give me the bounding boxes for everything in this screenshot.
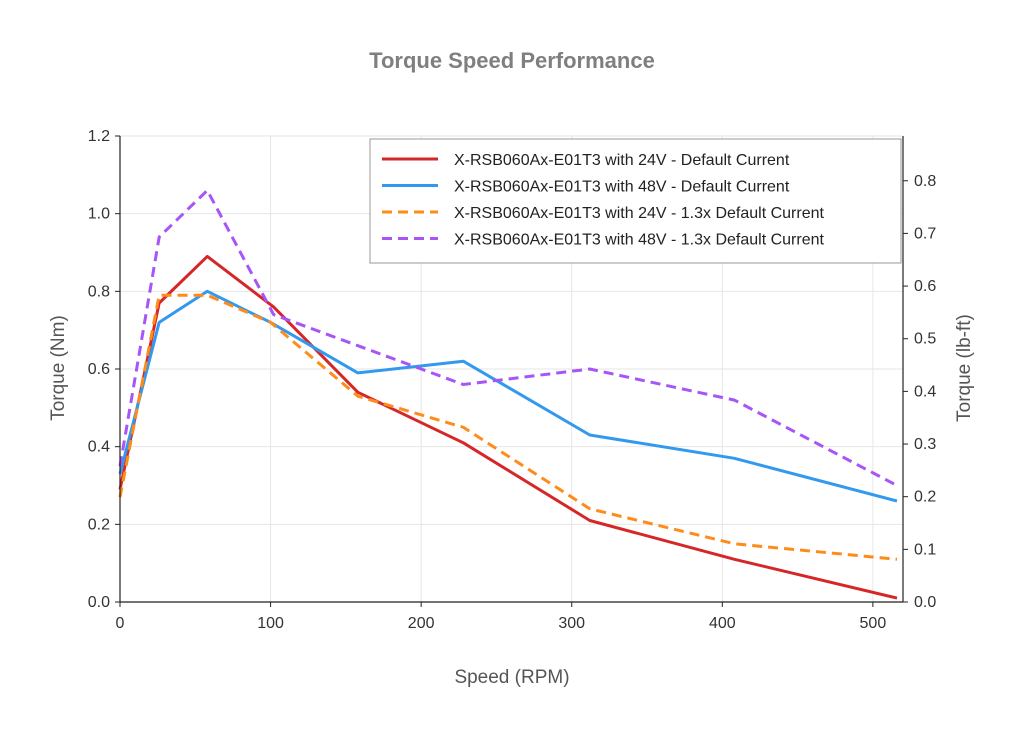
axes: 0 100 200 300 400 500 0.0 0.2 0.4 0.6 0.8 1.0 1.2 0.0… — [88, 128, 937, 632]
y-tick-label-right: 0.3 — [914, 436, 936, 453]
y-tick-label-left: 1.0 — [88, 206, 110, 223]
x-tick-label: 100 — [257, 615, 284, 632]
y-tick-label-left: 0.8 — [88, 283, 110, 300]
y-tick-label-left: 1.2 — [88, 128, 110, 145]
y-axis-label-right: Torque (lb-ft) — [954, 314, 975, 422]
y-tick-label-right: 0.1 — [914, 541, 936, 558]
series-line-1 — [118, 254, 898, 600]
x-tick-label: 200 — [408, 615, 435, 632]
y-tick-label-left: 0.6 — [88, 361, 110, 378]
y-tick-label-right: 0.5 — [914, 331, 936, 348]
x-tick-label: 0 — [116, 615, 125, 632]
y-tick-label-left: 0.4 — [88, 439, 110, 456]
series-line-3 — [118, 293, 898, 561]
legend-label-3: X-RSB060Ax-E01T3 with 24V - 1.3x Default… — [454, 205, 825, 222]
y-tick-label-right: 0.2 — [914, 489, 936, 506]
y-tick-label-left: 0.2 — [88, 516, 110, 533]
y-tick-label-right: 0.4 — [914, 383, 936, 400]
legend-box — [369, 138, 902, 264]
x-tick-label: 400 — [709, 615, 736, 632]
legend-label-1: X-RSB060Ax-E01T3 with 24V - Default Curr… — [454, 152, 790, 169]
y-tick-label-right: 0.0 — [914, 594, 936, 611]
legend-label-4: X-RSB060Ax-E01T3 with 48V - 1.3x Default… — [454, 232, 825, 249]
x-tick-label: 500 — [860, 615, 887, 632]
series-line-4 — [118, 188, 898, 487]
y-tick-label-left: 0.0 — [88, 594, 110, 611]
x-tick-label: 300 — [558, 615, 585, 632]
x-axis-label: Speed (RPM) — [454, 667, 569, 688]
y-tick-label-right: 0.8 — [914, 173, 936, 190]
y-tick-label-right: 0.7 — [914, 225, 936, 242]
chart-title: Torque Speed Performance — [369, 48, 655, 73]
series-lines — [118, 188, 898, 600]
legend-label-2: X-RSB060Ax-E01T3 with 48V - Default Curr… — [454, 179, 790, 196]
series-line-2 — [118, 289, 898, 503]
y-tick-label-right: 0.6 — [914, 278, 936, 295]
legend: X-RSB060Ax-E01T3 with 24V - Default Curr… — [369, 138, 902, 264]
y-axis-label-left: Torque (Nm) — [48, 315, 69, 421]
